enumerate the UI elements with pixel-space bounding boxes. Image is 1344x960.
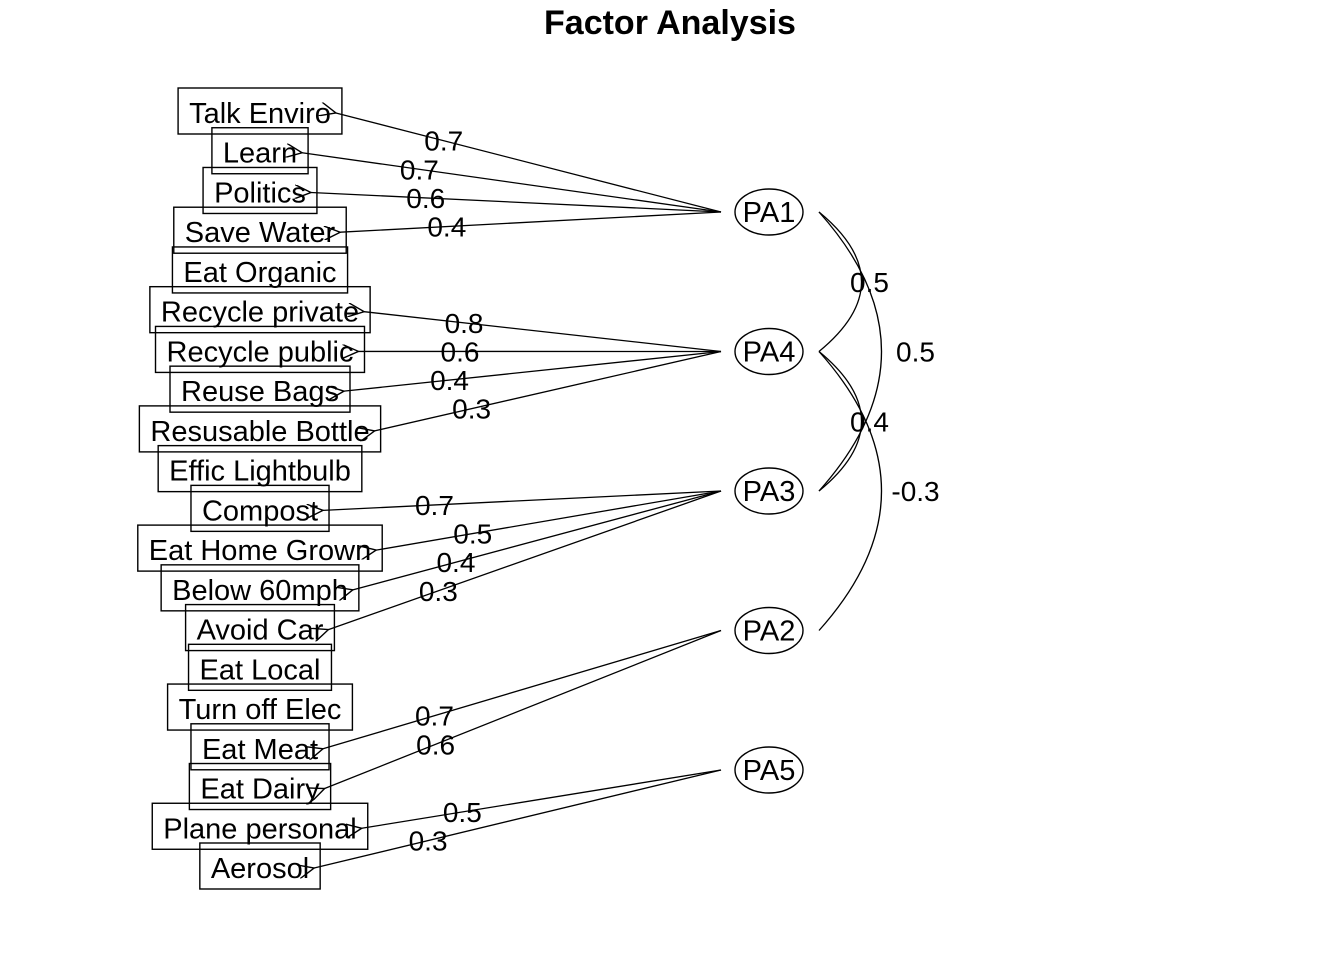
variable-label-recycle-private: Recycle private	[161, 297, 359, 329]
variable-label-learn: Learn	[223, 138, 297, 170]
variable-label-avoid-car: Avoid Car	[197, 615, 324, 647]
variable-box-eat-local	[187, 643, 333, 692]
variable-box-save-water	[173, 206, 347, 254]
variable-label-eat-home-grown: Eat Home Grown	[149, 535, 371, 567]
correlation-curve-pa4-pa2	[818, 351, 882, 631]
diagram-title: Factor Analysis	[544, 4, 796, 42]
loading-edge-pa4-resusable-bottle	[375, 350, 722, 431]
loading-label-pa4-recycle-public: 0.6	[441, 336, 480, 367]
loading-label-pa4-reuse-bags: 0.4	[430, 365, 469, 396]
loading-label-pa3-compost: 0.7	[415, 490, 454, 521]
loading-label-pa2-eat-meat: 0.7	[415, 701, 454, 732]
loading-edge-pa1-learn	[302, 153, 722, 213]
loading-edge-pa1-politics	[311, 192, 722, 213]
loading-label-pa5-plane-personal: 0.5	[443, 797, 482, 828]
variable-box-avoid-car	[184, 603, 336, 652]
loading-edge-pa5-aerosol	[314, 769, 722, 868]
variable-box-effic-lightbulb	[157, 444, 363, 493]
variable-box-talk-enviro	[177, 87, 343, 135]
loading-label-pa4-recycle-private: 0.8	[445, 308, 484, 339]
loading-edges: 0.70.70.60.40.80.60.40.30.70.50.40.30.70…	[302, 113, 722, 868]
loading-label-pa3-below-60mph: 0.4	[436, 547, 475, 578]
variable-box-turn-off-elec	[166, 683, 354, 731]
factor-correlations: 0.5 0.5 0.4 -0.3	[818, 211, 940, 631]
correlation-label-pa4-pa2: -0.3	[891, 476, 939, 507]
variable-box-plane-personal	[151, 802, 369, 850]
variable-label-eat-local: Eat Local	[200, 654, 321, 686]
correlation-label-pa1-pa4: 0.5	[850, 267, 889, 298]
variable-label-below-60mph: Below 60mph	[172, 575, 348, 607]
loading-label-pa5-aerosol: 0.3	[409, 826, 448, 857]
factor-label-pa2: PA2	[743, 616, 796, 648]
variable-label-eat-organic: Eat Organic	[183, 257, 336, 289]
loading-label-pa2-eat-dairy: 0.6	[416, 729, 455, 760]
factor-label-pa4: PA4	[743, 337, 796, 369]
variable-label-eat-dairy: Eat Dairy	[200, 774, 320, 806]
variable-box-recycle-private	[149, 285, 371, 334]
factor-label-pa1: PA1	[743, 197, 796, 229]
variable-box-resusable-bottle	[138, 405, 382, 453]
variable-box-eat-dairy	[188, 762, 332, 811]
latent-factors: PA1 PA4 PA3 PA2 PA5	[734, 188, 804, 794]
loading-edge-pa2-eat-meat	[323, 629, 722, 749]
variable-box-politics	[202, 166, 318, 215]
variable-box-reuse-bags	[169, 365, 351, 413]
loading-edge-pa1-save-water	[340, 211, 722, 232]
loading-edge-pa5-plane-personal	[362, 769, 722, 828]
factor-ellipse-pa4	[734, 327, 804, 376]
correlation-curve-pa1-pa4	[818, 211, 863, 353]
variable-label-reuse-bags: Reuse Bags	[181, 376, 339, 408]
loading-edge-pa3-eat-home-grown	[376, 490, 722, 550]
variable-box-compost	[190, 484, 330, 533]
variable-box-aerosol	[199, 842, 321, 890]
variable-box-learn	[211, 127, 309, 175]
loading-label-pa1-politics: 0.6	[406, 183, 445, 214]
loading-edge-pa3-below-60mph	[353, 490, 722, 590]
variable-label-talk-enviro: Talk Enviro	[189, 98, 331, 130]
correlation-curve-pa4-pa3	[818, 350, 863, 492]
variable-label-effic-lightbulb: Effic Lightbulb	[169, 456, 351, 488]
variable-box-eat-meat	[190, 723, 330, 771]
observed-variables: Talk Enviro Learn Politics Save Water Eat Or…	[137, 87, 383, 890]
loading-label-pa3-eat-home-grown: 0.5	[453, 519, 492, 550]
variable-label-turn-off-elec: Turn off Elec	[179, 694, 342, 726]
correlation-label-pa1-pa3: 0.5	[896, 337, 935, 368]
factor-ellipse-pa2	[734, 606, 804, 655]
factor-label-pa5: PA5	[743, 755, 796, 787]
variable-box-eat-organic	[171, 246, 349, 294]
variable-box-eat-home-grown	[137, 524, 383, 572]
factor-ellipse-pa1	[734, 188, 804, 236]
variable-box-below-60mph	[160, 564, 360, 612]
variable-label-save-water: Save Water	[185, 217, 336, 249]
variable-label-recycle-public: Recycle public	[167, 336, 354, 368]
factor-label-pa3: PA3	[743, 476, 796, 508]
loading-edge-pa2-eat-dairy	[325, 629, 722, 789]
factor-ellipse-pa3	[734, 467, 804, 515]
variable-label-aerosol: Aerosol	[211, 853, 309, 885]
loading-label-pa1-talk-enviro: 0.7	[424, 126, 463, 157]
variable-label-politics: Politics	[214, 177, 306, 209]
variable-label-plane-personal: Plane personal	[163, 813, 356, 845]
correlation-curve-pa1-pa3	[818, 211, 882, 492]
variable-box-recycle-public	[154, 325, 366, 374]
loading-label-pa4-resusable-bottle: 0.3	[452, 394, 491, 425]
loading-edge-pa1-talk-enviro	[336, 113, 722, 213]
loading-edge-pa4-reuse-bags	[344, 350, 722, 392]
correlation-label-pa4-pa3: 0.4	[850, 406, 889, 437]
loading-label-pa1-learn: 0.7	[400, 154, 439, 185]
factor-ellipse-pa5	[734, 746, 804, 794]
loading-edge-pa4-recycle-private	[364, 312, 722, 353]
variable-label-resusable-bottle: Resusable Bottle	[150, 416, 369, 448]
loading-edge-pa3-avoid-car	[328, 490, 722, 630]
loading-label-pa1-save-water: 0.4	[427, 212, 466, 243]
loading-edge-pa3-compost	[323, 490, 722, 510]
variable-label-eat-meat: Eat Meat	[202, 734, 318, 766]
loading-label-pa3-avoid-car: 0.3	[419, 576, 458, 607]
variable-label-compost: Compost	[202, 495, 318, 527]
